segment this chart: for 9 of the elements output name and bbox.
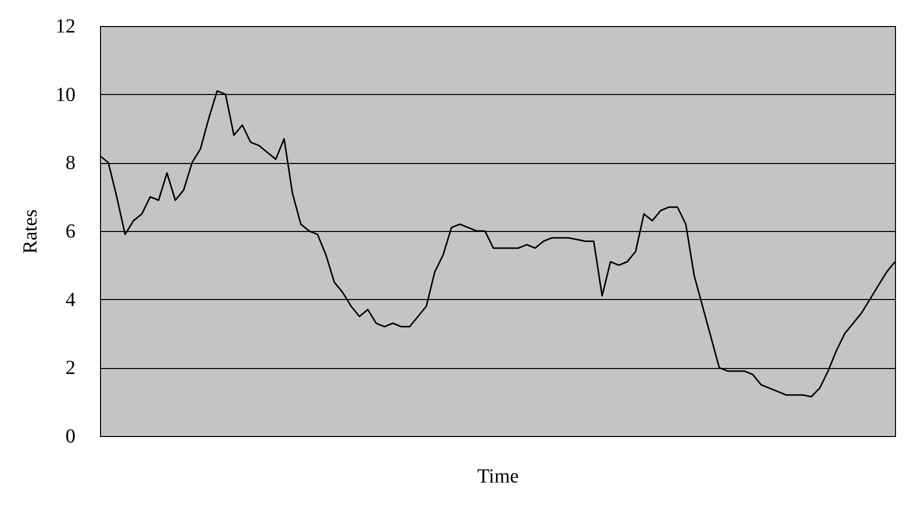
y-tick-label: 10	[56, 84, 76, 106]
x-axis-title: Time	[477, 466, 519, 488]
y-tick-label: 0	[66, 426, 76, 448]
y-tick-label: 6	[66, 220, 76, 242]
y-tick-label: 2	[66, 357, 76, 380]
y-tick-label: 12	[56, 16, 76, 38]
y-axis-title: Rates	[20, 209, 42, 254]
y-tick-label: 4	[66, 288, 76, 311]
y-tick-label: 8	[66, 152, 76, 174]
